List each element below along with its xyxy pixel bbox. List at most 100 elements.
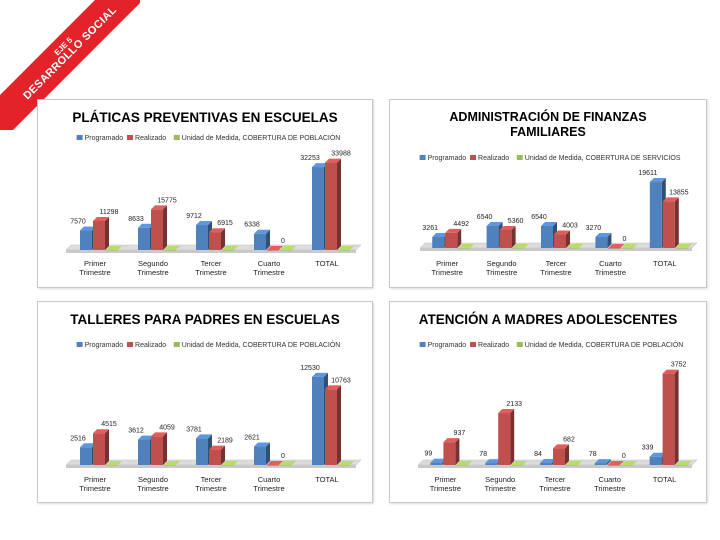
finanzas-data-label-0-3: 3270: [586, 225, 602, 232]
madres-category-label-1: Segundo Trimestre: [485, 475, 516, 493]
talleres-data-label-0-3: 2621: [244, 435, 260, 442]
madres-bar-2-0: [456, 461, 473, 466]
svg-text:Realizado: Realizado: [135, 342, 166, 349]
finanzas-data-label-1-0: 4492: [453, 221, 469, 228]
svg-text:Unidad de Medida, COBERTURA DE: Unidad de Medida, COBERTURA DE POBLACIÓN: [182, 340, 341, 349]
talleres-bar-1-4: [325, 385, 341, 465]
madres-bar-2-3: [620, 461, 637, 466]
madres-data-label-0-2: 84: [534, 451, 542, 458]
finanzas-bars: [432, 178, 692, 249]
madres-data-label-0-4: 339: [642, 445, 654, 452]
platicas-data-label-1-4: 33988: [331, 151, 351, 158]
madres-bar-1-3: [607, 461, 624, 466]
madres-data-label-0-3: 78: [589, 451, 597, 458]
talleres-data-labels: 2516 4515 3612 4059 3781 2189 2621 0 12530 10763: [70, 365, 351, 460]
madres-category-label-2: Tercer Trimestre: [539, 475, 570, 493]
platicas-data-label-1-3: 0: [281, 238, 285, 245]
platicas-bar-1-2: [209, 228, 225, 250]
finanzas-data-label-0-4: 19611: [638, 170, 657, 177]
talleres-bar-2-0: [106, 461, 122, 466]
finanzas-data-label-0-0: 3261: [422, 225, 438, 232]
platicas-bar-1-3: [267, 246, 283, 251]
finanzas-data-label-1-1: 5360: [508, 218, 524, 225]
svg-text:Realizado: Realizado: [478, 155, 509, 162]
chart-panel-platicas: PLÁTICAS PREVENTIVAS EN ESCUELAS Programa…: [37, 99, 373, 288]
talleres-chart-title: TALLERES PARA PADRES EN ESCUELAS: [70, 312, 340, 327]
madres-bar-1-1: [498, 409, 515, 465]
madres-category-label-4: TOTAL: [653, 475, 676, 484]
finanzas-bar-2-0: [458, 244, 475, 249]
platicas-data-labels: 7570 11298 8633 15775 9712 6915 6338 0 32253 3398…: [70, 151, 351, 245]
madres-bar-2-2: [566, 461, 582, 466]
platicas-category-label-1: Segundo Trimestre: [137, 259, 168, 277]
finanzas-bar-1-3: [608, 244, 625, 249]
platicas-bar-1-0: [93, 216, 109, 250]
finanzas-legend-item-0: Programado: [419, 155, 466, 162]
platicas-bars: [80, 158, 354, 251]
talleres-bar-0-3: [254, 442, 270, 465]
platicas-data-label-0-1: 8633: [128, 216, 144, 223]
platicas-bar-2-1: [164, 246, 180, 251]
finanzas-bar-0-3: [595, 233, 612, 248]
platicas-data-label-1-0: 11298: [100, 209, 119, 216]
chart-finanzas: ADMINISTRACIÓN DE FINANZAS FAMILIARES Prog…: [419, 109, 698, 277]
talleres-category-label-0: Primer Trimestre: [79, 475, 110, 493]
platicas-chart-title: PLÁTICAS PREVENTIVAS EN ESCUELAS: [72, 110, 337, 125]
madres-bar-2-4: [675, 461, 692, 466]
talleres-data-label-0-1: 3612: [128, 428, 144, 435]
platicas-bar-2-2: [222, 246, 238, 251]
finanzas-bar-1-2: [554, 230, 570, 248]
platicas-legend-item-1: Realizado: [127, 135, 166, 142]
chart-platicas: PLÁTICAS PREVENTIVAS EN ESCUELAS Programa…: [65, 110, 362, 277]
madres-data-label-0-0: 99: [425, 451, 433, 458]
finanzas-legend-item-1: Realizado: [470, 155, 509, 162]
talleres-legend: Programado Realizado Unidad de Medida, COB…: [76, 340, 341, 349]
talleres-data-label-1-1: 4059: [159, 424, 175, 431]
talleres-bars: [80, 372, 354, 466]
finanzas-category-label-4: TOTAL: [653, 259, 676, 268]
talleres-data-label-1-4: 10763: [331, 377, 351, 384]
madres-legend-item-0: Programado: [419, 342, 466, 349]
platicas-data-label-0-0: 7570: [70, 219, 86, 226]
finanzas-bar-2-2: [567, 244, 583, 249]
finanzas-bar-2-1: [512, 244, 529, 249]
madres-bar-0-3: [594, 459, 611, 465]
talleres-legend-item-2: Unidad de Medida, COBERTURA DE POBLACIÓN: [173, 340, 341, 349]
talleres-bar-1-3: [267, 461, 283, 466]
madres-bar-1-0: [443, 438, 460, 465]
finanzas-chart-title: ADMINISTRACIÓN DE FINANZAS FAMILIARES: [449, 109, 646, 139]
platicas-legend-item-2: Unidad de Medida, COBERTURA DE POBLACIÓN: [173, 133, 340, 142]
talleres-legend-item-0: Programado: [76, 342, 124, 349]
talleres-data-label-0-4: 12530: [300, 365, 320, 372]
madres-data-label-1-2: 682: [563, 436, 575, 443]
madres-legend-item-2: Unidad de Medida, COBERTURA DE POBLACIÓN: [516, 340, 684, 349]
platicas-data-label-1-2: 6915: [217, 220, 233, 227]
platicas-category-label-2: Tercer Trimestre: [195, 259, 226, 277]
madres-chart-title: ATENCIÓN A MADRES ADOLESCENTES: [419, 312, 678, 327]
finanzas-category-label-0: Primer Trimestre: [432, 259, 463, 277]
finanzas-data-label-0-2: 6540: [531, 214, 547, 221]
platicas-legend-item-0: Programado: [76, 135, 123, 142]
platicas-data-label-1-1: 15775: [157, 197, 177, 204]
talleres-bar-1-2: [209, 445, 225, 465]
svg-text:Realizado: Realizado: [135, 135, 166, 142]
madres-data-label-0-1: 78: [479, 451, 487, 458]
finanzas-bar-1-4: [662, 197, 679, 248]
talleres-data-label-1-0: 4515: [101, 421, 117, 428]
svg-text:Unidad de Medida, COBERTURA DE: Unidad de Medida, COBERTURA DE POBLACIÓN: [525, 340, 684, 349]
platicas-data-label-0-2: 9712: [186, 213, 202, 220]
svg-text:Programado: Programado: [85, 342, 124, 349]
talleres-bar-2-2: [222, 461, 238, 466]
platicas-category-label-3: Cuarto Trimestre: [253, 259, 284, 277]
madres-legend-item-1: Realizado: [470, 342, 509, 349]
platicas-bar-0-3: [254, 229, 270, 250]
svg-text:Realizado: Realizado: [478, 342, 509, 349]
talleres-data-label-1-2: 2189: [217, 438, 233, 445]
finanzas-data-label-0-1: 6540: [477, 214, 493, 221]
madres-bar-1-2: [553, 444, 569, 465]
ribbon-section-label: DESARROLLO SOCIAL: [21, 4, 120, 103]
platicas-bar-2-4: [338, 246, 354, 251]
talleres-category-label-4: TOTAL: [315, 475, 338, 484]
talleres-bar-2-3: [280, 461, 296, 466]
finanzas-bar-1-0: [445, 228, 462, 248]
